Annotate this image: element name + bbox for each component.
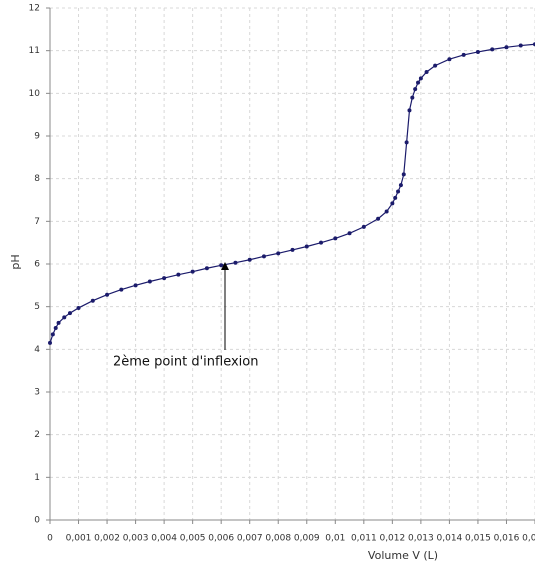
data-point bbox=[424, 70, 429, 74]
x-tick-label: 0,016 bbox=[494, 534, 520, 544]
data-point bbox=[447, 57, 452, 62]
x-tick-label: 0,005 bbox=[180, 534, 206, 544]
data-line bbox=[49, 43, 535, 344]
data-point bbox=[407, 108, 412, 113]
data-point bbox=[347, 231, 352, 236]
data-point bbox=[404, 140, 409, 145]
data-point bbox=[290, 247, 295, 252]
data-point bbox=[361, 224, 366, 229]
y-tick-label: 3 bbox=[34, 388, 40, 398]
x-tick-label: 0,013 bbox=[408, 534, 434, 544]
y-tick-label: 6 bbox=[34, 260, 40, 270]
y-tick-label: 12 bbox=[29, 4, 40, 14]
y-tick-label: 0 bbox=[34, 516, 40, 526]
data-point bbox=[475, 49, 480, 54]
data-point bbox=[490, 47, 495, 52]
data-point bbox=[384, 209, 389, 214]
x-tick-label: 0,007 bbox=[237, 534, 263, 544]
data-point bbox=[518, 43, 523, 48]
data-point bbox=[56, 320, 61, 325]
x-axis-label: Volume V (L) bbox=[368, 549, 438, 562]
data-point bbox=[416, 80, 421, 85]
x-tick-label: 0,015 bbox=[465, 534, 491, 544]
data-point bbox=[233, 260, 238, 265]
data-point bbox=[376, 216, 381, 221]
data-point bbox=[413, 87, 418, 92]
data-point bbox=[50, 332, 55, 337]
x-tick-label: 0,006 bbox=[208, 534, 234, 544]
x-tick-label: 0,008 bbox=[265, 534, 291, 544]
x-tick-label: 0,002 bbox=[94, 534, 120, 544]
data-point bbox=[276, 251, 281, 256]
x-tick-label: 0,009 bbox=[294, 534, 320, 544]
x-tick-label: 0 bbox=[47, 534, 53, 544]
data-point bbox=[119, 287, 124, 292]
x-tick-label: 0,01 bbox=[325, 534, 345, 544]
data-point bbox=[247, 257, 252, 262]
data-point bbox=[176, 272, 181, 277]
data-point bbox=[219, 263, 224, 268]
y-tick-label: 1 bbox=[34, 473, 40, 483]
data-point bbox=[48, 340, 52, 345]
y-tick-label: 11 bbox=[29, 46, 40, 56]
data-point bbox=[401, 172, 406, 177]
data-point bbox=[190, 269, 195, 274]
data-point bbox=[461, 52, 466, 57]
x-tick-label: 0,012 bbox=[379, 534, 405, 544]
data-point bbox=[504, 45, 509, 50]
annotation: 2ème point d'inflexion bbox=[113, 355, 258, 370]
data-point bbox=[105, 292, 110, 297]
x-tick-label: 0,001 bbox=[66, 534, 92, 544]
y-tick-label: 7 bbox=[34, 217, 40, 227]
data-point bbox=[204, 266, 209, 271]
data-point bbox=[62, 315, 67, 320]
y-tick-label: 5 bbox=[34, 302, 40, 312]
data-point bbox=[319, 240, 324, 245]
data-point bbox=[398, 183, 403, 188]
x-tick-label: 0,011 bbox=[351, 534, 377, 544]
x-tick-label: 0,003 bbox=[123, 534, 149, 544]
data-point bbox=[396, 189, 401, 194]
data-point bbox=[67, 311, 72, 316]
y-tick-label: 8 bbox=[34, 174, 40, 184]
data-point bbox=[90, 298, 95, 303]
x-tick-label: 0,014 bbox=[437, 534, 463, 544]
y-tick-label: 2 bbox=[34, 430, 40, 440]
data-point bbox=[261, 254, 266, 259]
data-point bbox=[393, 195, 398, 200]
data-point bbox=[147, 279, 152, 284]
y-tick-label: 4 bbox=[34, 345, 40, 355]
data-point bbox=[390, 201, 395, 206]
arrow-head bbox=[221, 262, 229, 270]
data-point bbox=[53, 326, 58, 330]
data-point bbox=[410, 95, 415, 100]
data-point bbox=[304, 244, 309, 249]
y-tick-label: 9 bbox=[34, 132, 40, 142]
data-point bbox=[76, 305, 81, 310]
y-axis-label: pH bbox=[9, 254, 22, 269]
y-tick-label: 10 bbox=[29, 89, 41, 99]
x-tick-label: 0,017 bbox=[522, 534, 535, 544]
data-point bbox=[333, 236, 338, 241]
data-point bbox=[133, 283, 138, 288]
data-point bbox=[162, 276, 167, 281]
data-point bbox=[433, 63, 438, 68]
x-tick-label: 0,004 bbox=[151, 534, 177, 544]
data-point bbox=[418, 76, 423, 81]
